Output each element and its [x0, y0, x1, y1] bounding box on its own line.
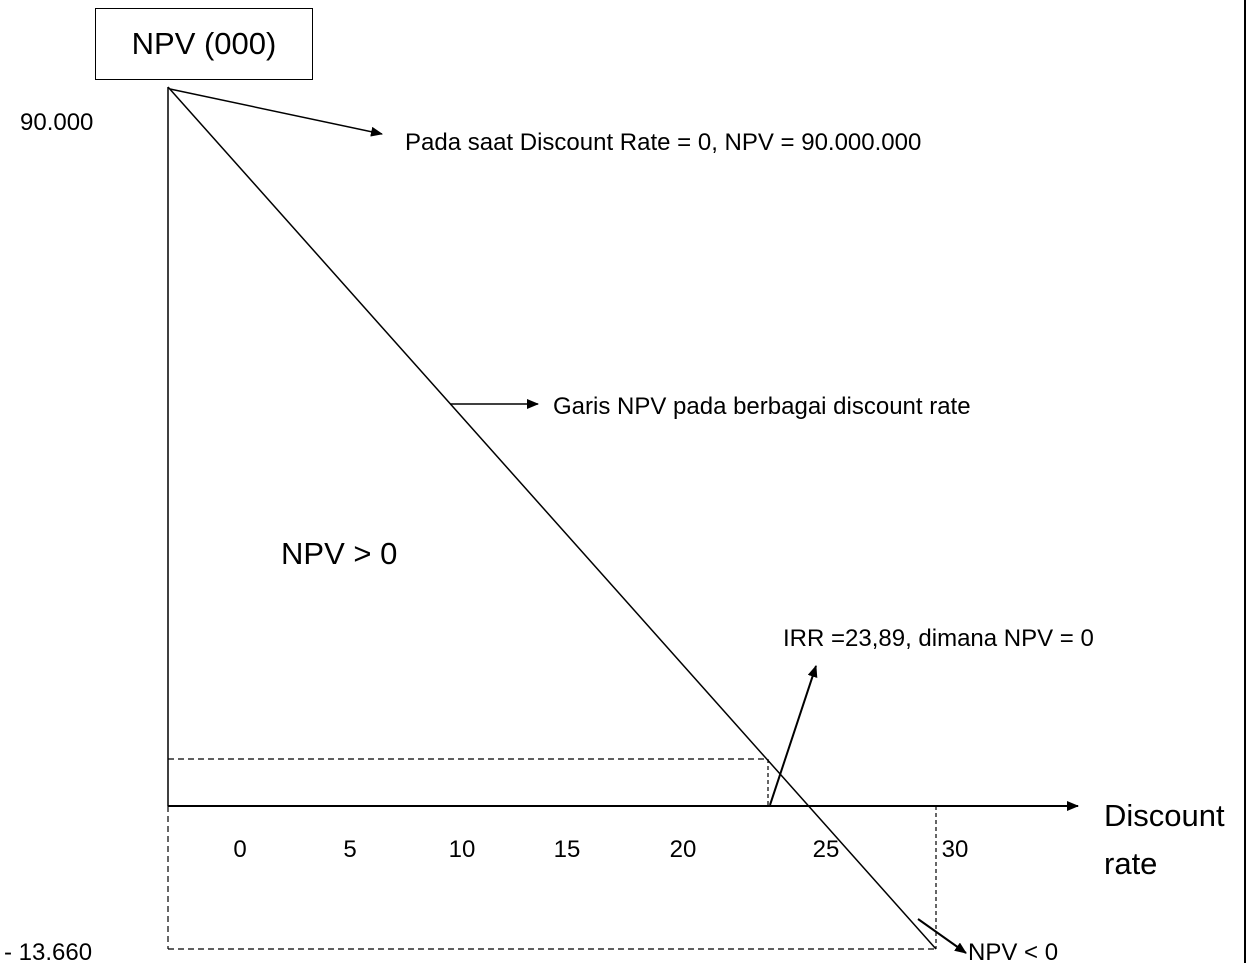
y-label-top: 90.000 — [20, 109, 93, 136]
origin-note-arrow — [169, 88, 383, 137]
chart-title: NPV (000) — [131, 26, 277, 61]
x-tick-label: 0 — [233, 836, 246, 863]
x-tick-labels: 0 5 10 15 20 25 30 — [233, 836, 968, 863]
x-axis-title-line1: Discount — [1104, 798, 1225, 833]
neg-note-arrow — [917, 918, 967, 954]
neg-note: NPV < 0 — [968, 939, 1058, 963]
chart-title-box: NPV (000) — [95, 8, 313, 80]
x-tick-label: 20 — [670, 836, 697, 863]
positive-region-label: NPV > 0 — [281, 536, 397, 571]
x-tick-label: 15 — [554, 836, 581, 863]
x-tick-label: 25 — [813, 836, 840, 863]
y-label-bottom: - 13.660 — [4, 939, 92, 963]
line-note: Garis NPV pada berbagai discount rate — [553, 393, 971, 420]
page-border-line — [1244, 0, 1246, 963]
npv-series-line — [167, 86, 937, 950]
x-tick-label: 10 — [449, 836, 476, 863]
irr-note: IRR =23,89, dimana NPV = 0 — [783, 625, 1094, 652]
x-axis-title-line2: rate — [1104, 846, 1157, 881]
origin-note: Pada saat Discount Rate = 0, NPV = 90.00… — [405, 129, 921, 156]
x-tick-label: 30 — [942, 836, 969, 863]
x-tick-label: 5 — [343, 836, 356, 863]
irr-note-arrow — [769, 665, 818, 806]
